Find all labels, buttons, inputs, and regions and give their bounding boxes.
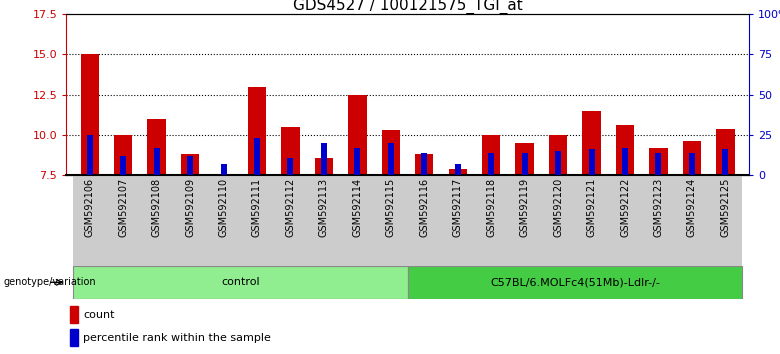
Bar	[541, 175, 575, 266]
Bar	[181, 154, 199, 175]
Text: GSM592112: GSM592112	[285, 178, 296, 237]
Text: count: count	[83, 310, 115, 320]
Bar	[140, 175, 173, 266]
Text: GSM592114: GSM592114	[353, 178, 363, 237]
Text: GSM592106: GSM592106	[85, 178, 94, 237]
Bar	[482, 135, 501, 175]
Bar	[474, 175, 508, 266]
Bar	[682, 141, 701, 175]
Text: GSM592121: GSM592121	[587, 178, 597, 237]
Bar	[381, 130, 400, 175]
Bar	[348, 95, 367, 175]
Bar	[608, 175, 642, 266]
Bar	[388, 143, 394, 175]
Text: GSM592124: GSM592124	[687, 178, 697, 237]
Text: genotype/variation: genotype/variation	[4, 277, 97, 287]
Bar	[354, 148, 360, 175]
Bar	[87, 135, 93, 175]
Bar	[73, 266, 408, 299]
Text: GSM592107: GSM592107	[119, 178, 128, 237]
Bar	[709, 175, 742, 266]
Bar	[716, 129, 735, 175]
Title: GDS4527 / 100121575_TGI_at: GDS4527 / 100121575_TGI_at	[292, 0, 523, 14]
Bar	[314, 158, 333, 175]
Bar	[187, 156, 193, 175]
Text: control: control	[221, 277, 260, 287]
Text: GSM592110: GSM592110	[218, 178, 229, 237]
Bar	[441, 175, 474, 266]
Bar	[555, 151, 561, 175]
Bar	[622, 148, 628, 175]
Bar	[655, 154, 661, 175]
Bar	[147, 119, 166, 175]
Bar	[173, 175, 207, 266]
Bar	[722, 149, 729, 175]
Bar	[589, 149, 594, 175]
Bar	[642, 175, 675, 266]
Bar	[448, 169, 467, 175]
Bar	[508, 175, 541, 266]
Text: GSM592120: GSM592120	[553, 178, 563, 237]
Bar	[675, 175, 709, 266]
Bar	[415, 154, 434, 175]
Text: GSM592118: GSM592118	[486, 178, 496, 237]
Bar	[282, 127, 300, 175]
Bar	[69, 329, 78, 347]
Text: GSM592125: GSM592125	[721, 178, 730, 237]
Bar	[73, 175, 106, 266]
Bar	[274, 175, 307, 266]
Text: GSM592111: GSM592111	[252, 178, 262, 237]
Bar	[106, 175, 140, 266]
Bar	[421, 153, 427, 175]
Bar	[583, 111, 601, 175]
Text: GSM592123: GSM592123	[654, 178, 664, 237]
Bar	[120, 156, 126, 175]
Bar	[307, 175, 341, 266]
Bar	[374, 175, 408, 266]
Bar	[408, 175, 441, 266]
Text: GSM592108: GSM592108	[151, 178, 161, 237]
Bar	[154, 148, 160, 175]
Bar	[114, 135, 133, 175]
Bar	[616, 125, 634, 175]
Bar	[549, 135, 567, 175]
Bar	[689, 153, 695, 175]
Bar	[221, 164, 226, 175]
Text: percentile rank within the sample: percentile rank within the sample	[83, 333, 271, 343]
Text: C57BL/6.MOLFc4(51Mb)-Ldlr-/-: C57BL/6.MOLFc4(51Mb)-Ldlr-/-	[490, 277, 660, 287]
Bar	[240, 175, 274, 266]
Bar	[341, 175, 374, 266]
Text: GSM592109: GSM592109	[185, 178, 195, 237]
Text: GSM592116: GSM592116	[420, 178, 429, 237]
Bar	[575, 175, 608, 266]
Bar	[488, 153, 495, 175]
Bar	[80, 55, 99, 175]
Bar	[321, 143, 327, 175]
Bar	[408, 266, 742, 299]
Bar	[455, 164, 461, 175]
Bar	[69, 306, 78, 323]
Text: GSM592115: GSM592115	[386, 178, 395, 237]
Bar	[207, 175, 240, 266]
Bar	[288, 158, 293, 175]
Text: GSM592119: GSM592119	[519, 178, 530, 237]
Bar	[254, 138, 260, 175]
Text: GSM592122: GSM592122	[620, 178, 630, 237]
Text: GSM592117: GSM592117	[452, 178, 463, 237]
Bar	[522, 154, 527, 175]
Text: GSM592113: GSM592113	[319, 178, 329, 237]
Bar	[248, 87, 266, 175]
Bar	[649, 148, 668, 175]
Bar	[516, 143, 534, 175]
